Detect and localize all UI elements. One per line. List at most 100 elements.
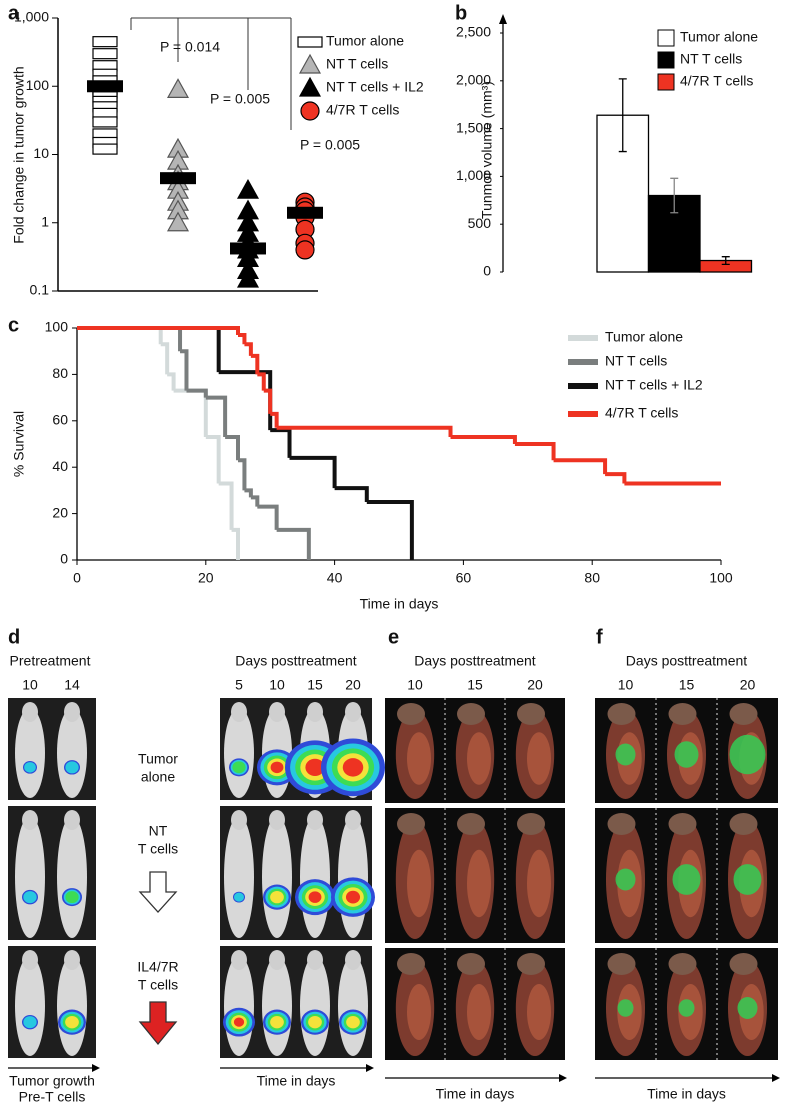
panel-label: f [596,626,603,648]
mouse-organ [527,849,551,918]
survival-step [205,435,221,484]
signal [615,868,636,891]
mouse-head [64,702,80,722]
mouse-head [729,953,758,975]
y-axis-label: Tunmor volume (mm³) [479,81,495,219]
mouse-head [397,813,425,835]
p-value: P = 0.005 [300,137,360,153]
axis-label: Time in days [436,1086,515,1102]
mouse [15,956,45,1056]
signal [24,762,36,773]
y-tick-label: 100 [45,319,69,335]
legend-label: 4/7R T cells [326,102,399,118]
mouse-head [307,810,323,830]
group-label: T cells [138,841,178,857]
survival-step [180,349,189,391]
panel-label: c [8,314,19,336]
survival-step [276,425,453,438]
x-tick-label: 80 [584,570,600,586]
x-tick-label: 100 [709,570,733,586]
mouse-organ [407,984,431,1040]
median-bar [160,172,196,185]
group-label: Tumor [138,751,178,767]
x-tick-label: 40 [327,570,343,586]
mouse-head [307,950,323,970]
day-label: 10 [269,677,285,693]
error-bar [670,177,679,214]
signal [733,864,762,895]
axis-arrow [499,14,507,24]
legend-label: NT T cells + IL2 [326,79,424,95]
mouse-head [607,813,636,835]
marker [92,116,118,128]
survival-step [257,372,266,391]
y-tick-label: 0 [60,551,68,567]
mouse-organ [527,984,551,1040]
mouse-head [457,953,485,975]
p-value: P = 0.014 [160,39,220,55]
axis-label: Tumor growth [9,1073,95,1089]
axis-arrow [559,1074,567,1082]
axis-arrow [92,1064,100,1072]
axis-label: Time in days [257,1073,336,1089]
x-tick-label: 0 [73,570,81,586]
y-tick-label: 500 [468,215,492,231]
mouse-organ [467,732,491,785]
y-tick-label: 0 [483,263,491,279]
signal [615,743,636,766]
marker [298,53,322,74]
y-tick-label: 0.1 [30,282,50,298]
signal [674,741,699,768]
mouse-head [668,813,697,835]
survival-step [250,495,260,507]
survival-step [289,455,337,489]
day-label: 15 [467,677,483,693]
group-label: alone [141,769,175,785]
survival-step [244,488,253,498]
mouse-organ [467,849,491,918]
mouse-head [269,702,285,722]
arrow [138,871,178,913]
marker [166,211,190,232]
mouse-head [729,703,758,725]
signal [308,1015,322,1029]
column-title: Days posttreatment [626,653,747,669]
y-tick-label: 80 [52,365,68,381]
error-bar [721,256,730,266]
signal [729,734,766,775]
day-label: 10 [22,677,38,693]
column-title: Days posttreatment [235,653,356,669]
day-label: 15 [679,677,695,693]
x-tick-label: 60 [456,570,472,586]
marker [298,76,322,97]
legend-label: 4/7R T cells [680,73,753,89]
survival-step [276,527,311,560]
median-bar [287,206,323,219]
y-tick-label: 2,000 [456,72,491,88]
signal [345,890,361,904]
survival-step [186,388,208,398]
mouse [224,956,254,1056]
panel-label: a [8,2,20,24]
mouse-organ [407,732,431,785]
error-bar [618,78,627,153]
mouse-head [231,950,247,970]
day-label: 15 [307,677,323,693]
mouse-head [22,702,38,722]
mouse-head [457,813,485,835]
survival-step [77,326,163,345]
mouse-head [668,703,697,725]
mouse-head [729,813,758,835]
y-tick-label: 10 [33,145,49,161]
legend-label: Tumor alone [680,29,758,45]
median-bar [230,242,266,255]
mouse-organ [527,732,551,785]
mouse-head [269,950,285,970]
survival-step [238,458,247,491]
survival-step [514,442,556,461]
survival-step [244,342,253,356]
mouse-head [345,702,361,722]
axis-label: Pre-T cells [19,1089,86,1104]
x-tick-label: 20 [198,570,214,586]
